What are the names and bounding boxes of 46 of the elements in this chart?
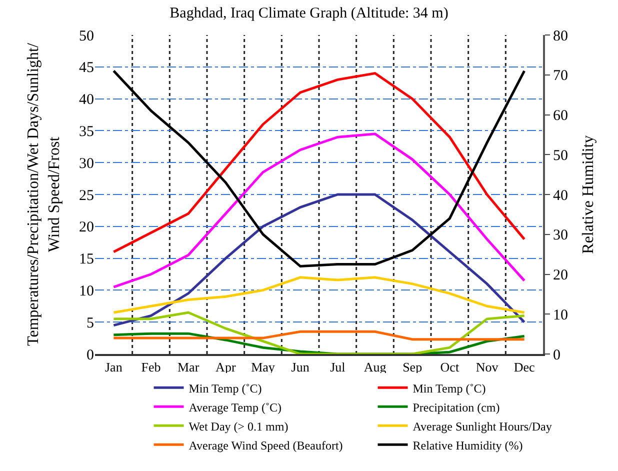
x-tick-label: Nov xyxy=(476,360,499,375)
legend-label: Min Temp (˚C) xyxy=(412,381,486,396)
x-tick-label: Apr xyxy=(216,360,236,375)
y2-tick-label: 10 xyxy=(553,307,568,324)
x-tick-label: Jul xyxy=(330,360,346,375)
y2-tick-label: 20 xyxy=(553,268,568,284)
y-tick-label: 20 xyxy=(79,220,94,236)
x-tick-label: Mar xyxy=(177,360,200,375)
y-tick-label: 10 xyxy=(79,283,94,300)
y-tick-label: 35 xyxy=(79,124,94,140)
legend-label: Relative Humidity (%) xyxy=(412,438,523,452)
y2-tick-label: 60 xyxy=(553,108,568,124)
y2-tick-label: 80 xyxy=(553,28,568,44)
y-tick-label: 0 xyxy=(86,347,94,364)
y2-tick-label: 40 xyxy=(553,188,568,204)
legend-label: Average Wind Speed (Beaufort) xyxy=(188,438,343,452)
y2-tick-label: 0 xyxy=(553,347,560,364)
line-series xyxy=(112,193,526,327)
y-tick-label: 15 xyxy=(79,252,94,268)
y-tick-label: 5 xyxy=(86,315,94,332)
line-series xyxy=(112,132,526,288)
y-axis-title: Temperatures/Precipitation/Wet Days/Sunlight/ Wind Speed/Frost xyxy=(25,42,63,346)
legend-label: Wet Day (> 0.1 mm) xyxy=(188,419,288,434)
x-tick-label: Feb xyxy=(141,360,161,375)
line-series xyxy=(112,311,526,354)
y2-tick-label: 70 xyxy=(553,68,568,84)
legend-label: Precipitation (cm) xyxy=(412,400,500,414)
y-tick-label: 25 xyxy=(79,188,94,204)
x-tick-label: Jan xyxy=(105,360,123,375)
line-series xyxy=(112,276,526,314)
y-tick-label: 45 xyxy=(79,60,94,76)
x-tick-label: May xyxy=(251,360,276,375)
y-tick-label: 50 xyxy=(79,28,94,44)
x-tick-label: Dec xyxy=(514,360,536,375)
chart-title: Baghdad, Iraq Climate Graph (Altitude: 34 m) xyxy=(170,6,448,22)
y2-tick-label: 50 xyxy=(553,148,568,164)
legend-label: Average Sunlight Hours/Day xyxy=(412,419,552,434)
y-tick-label: 30 xyxy=(79,156,94,172)
y2-tick-label: 30 xyxy=(553,228,568,244)
x-tick-label: Jun xyxy=(291,360,310,375)
legend-label: Min Temp (˚C) xyxy=(188,381,262,396)
legend-label: Average Temp (˚C) xyxy=(188,400,282,414)
x-tick-label: Sep xyxy=(402,360,422,375)
x-tick-label: Oct xyxy=(440,360,460,375)
y-tick-label: 40 xyxy=(79,92,94,108)
y2-axis-title: Relative Humidity xyxy=(580,135,598,254)
